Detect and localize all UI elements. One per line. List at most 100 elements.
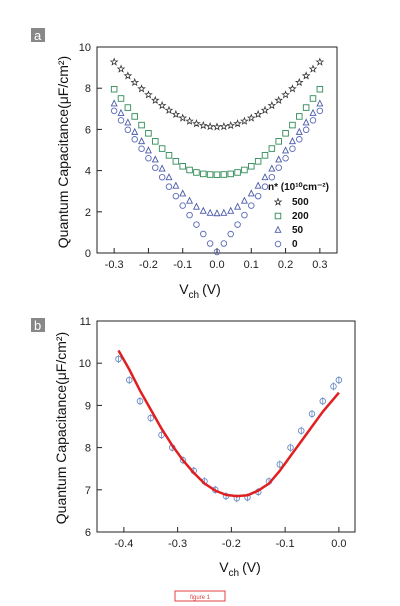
chart-a-point-star — [109, 57, 119, 66]
chart-a-marks — [109, 57, 325, 256]
chart-a-point-star — [116, 64, 126, 73]
chart-a-point-triangle — [151, 155, 159, 163]
chart-a-legend-marker-circle — [274, 240, 282, 248]
chart-a-point-triangle — [288, 137, 296, 145]
chart-b-point — [308, 410, 316, 418]
chart-b-fit-line — [117, 349, 340, 498]
chart-b-ytick-label: 8 — [85, 443, 91, 455]
chart-a-point-square — [145, 130, 152, 137]
chart-a-point-circle — [206, 240, 214, 247]
chart-a-point-star — [315, 57, 325, 66]
chart-a-point-triangle — [275, 155, 283, 163]
chart-a-point-circle — [172, 192, 180, 200]
chart-a-point-triangle — [295, 127, 303, 135]
chart-a-point-triangle — [254, 181, 262, 189]
chart-a-ytick-label: 8 — [85, 83, 91, 95]
chart-a-point-triangle — [192, 202, 200, 210]
chart-a-point-square — [213, 171, 221, 178]
chart-b-ytick-label: 9 — [85, 400, 91, 412]
chart-a-point-star — [274, 95, 284, 105]
chart-a-point-circle — [261, 183, 269, 190]
chart-a-point-square — [117, 95, 125, 102]
chart-a-legend-marker-triangle — [274, 225, 282, 233]
chart-a-ylabel: Quantum Capacitance(μF/cm²) — [55, 56, 71, 248]
panel-a-label-box — [31, 28, 45, 42]
chart-a-ytick-label: 0 — [85, 248, 91, 260]
chart-a-point-triangle — [302, 118, 310, 126]
chart-a-point-star — [226, 120, 236, 130]
chart-b-marks — [115, 349, 343, 503]
chart-a-point-star — [164, 105, 174, 114]
chart-a-point-circle — [309, 117, 317, 124]
chart-a-point-square — [316, 85, 324, 93]
chart-a: -0.3 -0.2 -0.1 0.0 0.1 0.2 0.3 0 2 4 6 8 10 n* (10¹⁰… — [55, 42, 338, 301]
chart-a-point-triangle — [227, 206, 235, 214]
chart-a-xlabel: Vch (V) — [179, 281, 221, 301]
chart-a-point-star — [137, 84, 146, 93]
chart-a-point-square — [165, 152, 173, 159]
chart-a-point-triangle — [261, 173, 269, 181]
chart-a-point-circle — [296, 136, 303, 143]
chart-a-point-star — [123, 71, 133, 80]
chart-a-point-triangle — [117, 108, 125, 116]
chart-a-point-circle — [138, 145, 145, 153]
figure-caption-box — [174, 590, 226, 602]
chart-a-legend-label: 200 — [292, 211, 309, 222]
chart-a-xtick-label: 0.3 — [312, 259, 327, 271]
chart-b-ytick-label: 6 — [85, 527, 91, 539]
chart-a-point-star — [308, 64, 318, 73]
chart-b-ytick-label: 7 — [85, 485, 91, 497]
chart-a-point-triangle — [179, 189, 187, 197]
chart-a-point-star — [185, 116, 194, 125]
chart-a-point-circle — [124, 126, 132, 134]
chart-a-point-triangle — [144, 146, 152, 154]
chart-b-ylabel: Quantum Capacitance(μF/cm²) — [53, 332, 69, 524]
chart-a-xtick-label: 0.1 — [244, 259, 259, 271]
chart-a-point-star — [294, 77, 304, 87]
chart-a-point-circle — [193, 221, 200, 228]
chart-a-point-circle — [316, 107, 324, 115]
chart-b-xlabel-sub: ch — [229, 568, 240, 579]
chart-a-point-triangle — [199, 206, 207, 214]
chart-a-point-square — [158, 145, 166, 152]
chart-a-point-star — [144, 90, 153, 99]
chart-a-point-circle — [110, 107, 118, 115]
chart-a-point-circle — [165, 183, 173, 190]
figure-caption: figure 1 — [190, 595, 211, 601]
chart-a-point-triangle — [268, 164, 276, 172]
chart-b-point — [276, 461, 284, 468]
chart-a-point-circle — [158, 173, 166, 181]
chart-a-point-triangle — [213, 209, 221, 217]
chart-a-point-square — [186, 166, 193, 174]
chart-b-point — [125, 376, 133, 384]
chart-a-legend-marker-star — [273, 197, 283, 206]
chart-a-point-square — [268, 145, 276, 152]
chart-a-point-circle — [254, 192, 262, 200]
chart-b-ytick-label: 10 — [79, 358, 91, 370]
chart-a-legend-label: 50 — [292, 225, 304, 236]
chart-a-legend-marker-square — [274, 212, 282, 220]
chart-a-point-star — [240, 116, 249, 125]
chart-a-point-square — [131, 113, 138, 120]
chart-a-point-circle — [248, 202, 255, 209]
chart-a-xtick-label: 0.2 — [278, 259, 293, 271]
chart-a-point-circle — [302, 126, 310, 134]
chart-a-point-square — [206, 171, 214, 178]
chart-a-point-circle — [241, 211, 248, 219]
chart-a-point-star — [178, 113, 188, 122]
chart-a-point-triangle — [234, 202, 242, 210]
chart-a-point-square — [152, 138, 159, 145]
chart-b-xtick-label: 0.0 — [331, 538, 346, 550]
chart-a-legend-label: 500 — [292, 197, 309, 208]
chart-a-point-star — [130, 77, 140, 87]
chart-b: -0.4 -0.3 -0.2 -0.1 0.0 6 7 8 9 10 11 Quantum Capa… — [53, 316, 356, 579]
chart-a-point-triangle — [158, 164, 166, 172]
chart-a-point-square — [110, 85, 118, 93]
chart-a-ticks: -0.3 -0.2 -0.1 0.0 0.1 0.2 0.3 0 2 4 6 8 10 — [79, 42, 328, 271]
chart-a-point-square — [254, 158, 262, 165]
chart-a-point-star — [198, 120, 208, 130]
chart-a-point-star — [233, 119, 242, 128]
chart-a-point-triangle — [110, 99, 118, 107]
chart-a-point-triangle — [220, 208, 228, 216]
chart-a-point-circle — [234, 221, 241, 228]
